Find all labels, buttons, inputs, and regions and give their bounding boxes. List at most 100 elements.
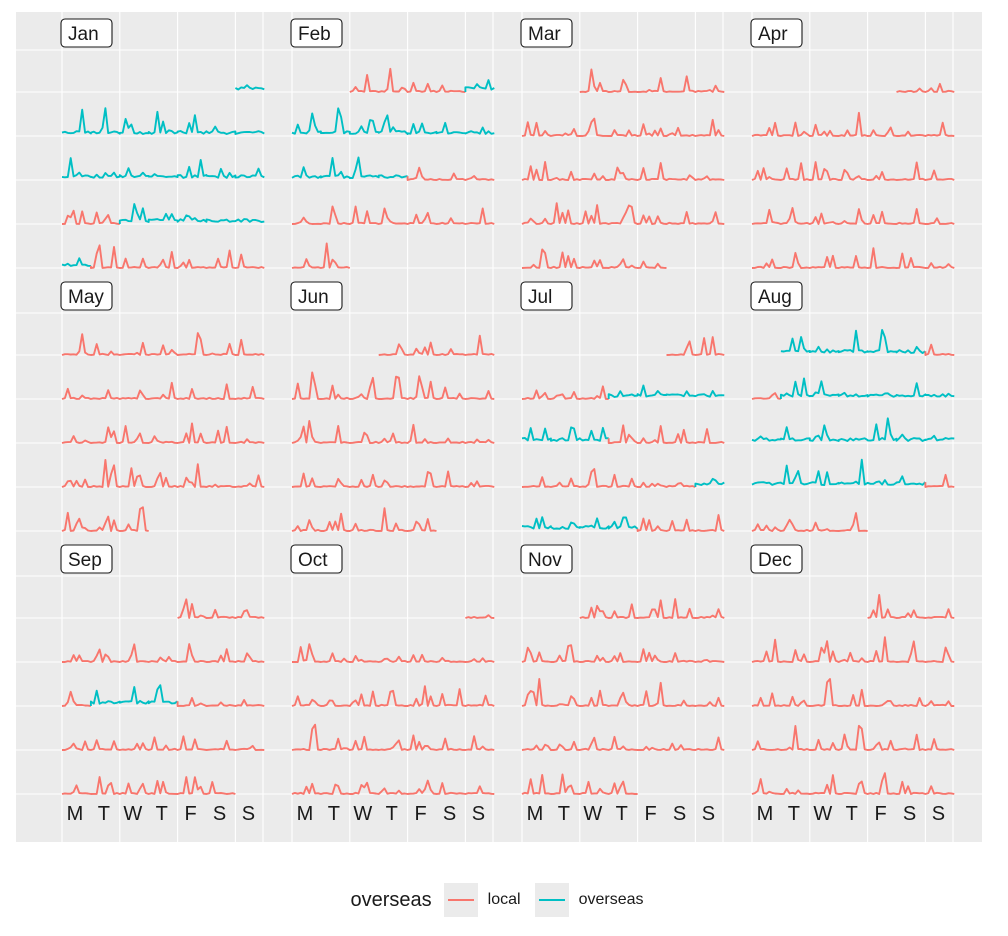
weekday-tick-label: W (813, 803, 832, 825)
legend-label-local: local (487, 891, 521, 908)
local-series-line (61, 209, 120, 225)
weekday-tick-label: T (788, 803, 800, 825)
month-panel-dec: Dec (750, 544, 955, 795)
local-series-line (751, 678, 955, 707)
month-label-may: May (60, 281, 113, 311)
month-label-text: Apr (758, 24, 788, 45)
month-label-feb: Feb (290, 18, 343, 48)
local-series-line (291, 685, 495, 707)
overseas-series-line (61, 107, 265, 135)
overseas-series-line (234, 84, 265, 91)
month-label-text: May (68, 287, 104, 308)
local-series-line (521, 117, 725, 137)
local-series-line (89, 244, 265, 269)
overseas-series-line (61, 157, 265, 179)
local-series-line (751, 247, 955, 269)
local-series-line (751, 207, 955, 225)
overseas-series-line (607, 384, 725, 399)
month-panel-jun: Jun (290, 281, 495, 532)
local-series-line (924, 473, 955, 488)
weekday-tick-label: S (443, 803, 456, 825)
local-series-line (291, 420, 495, 444)
weekday-tick-label: S (242, 803, 255, 825)
legend-item-local: local (443, 883, 521, 917)
overseas-series-line (521, 426, 609, 442)
weekday-tick-label: M (297, 803, 314, 825)
month-label-sep: Sep (60, 544, 113, 574)
local-series-line (177, 598, 265, 619)
local-series-line (751, 636, 955, 663)
month-panel-apr: Apr (750, 18, 955, 269)
local-series-line (521, 202, 725, 225)
month-label-apr: Apr (750, 18, 803, 48)
overseas-series-line (751, 458, 927, 486)
local-series-line (61, 381, 265, 400)
overseas-series-line (118, 203, 265, 224)
local-series-line (61, 776, 236, 795)
local-series-line (751, 392, 782, 400)
month-label-jun: Jun (290, 281, 343, 311)
local-series-line (521, 644, 725, 663)
overseas-series-line (291, 107, 495, 135)
overseas-series-line (780, 328, 926, 354)
local-series-line (579, 68, 725, 93)
weekday-tick-label: T (98, 803, 110, 825)
weekday-tick-label: F (644, 803, 656, 825)
local-series-line (61, 422, 265, 444)
local-series-line (291, 779, 495, 795)
month-label-jan: Jan (60, 18, 113, 48)
month-label-text: Dec (758, 550, 792, 571)
local-series-line (521, 678, 725, 707)
local-series-line (61, 458, 265, 488)
local-series-line (666, 336, 725, 356)
local-series-line (291, 723, 495, 751)
local-series-line (607, 424, 725, 444)
weekday-tick-label: W (583, 803, 602, 825)
weekday-tick-label: W (123, 803, 142, 825)
weekday-tick-label: F (184, 803, 196, 825)
month-panel-jul: Jul (520, 281, 725, 532)
local-series-line (62, 643, 265, 663)
weekday-tick-label: M (527, 803, 544, 825)
weekday-tick-label: M (67, 803, 84, 825)
overseas-series-line (751, 417, 955, 442)
month-label-dec: Dec (750, 544, 803, 574)
weekday-tick-label: T (558, 803, 570, 825)
legend-item-overseas: overseas (534, 883, 643, 917)
month-panel-mar: Mar (520, 18, 725, 269)
local-series-line (636, 514, 725, 532)
overseas-series-line (464, 79, 495, 92)
weekday-tick-label: S (903, 803, 916, 825)
local-series-line (378, 334, 495, 356)
local-series-line (751, 111, 955, 137)
month-label-text: Jan (68, 24, 99, 45)
weekday-tick-label: T (616, 803, 628, 825)
month-label-mar: Mar (520, 18, 573, 48)
month-label-text: Oct (298, 550, 328, 571)
month-panel-feb: Feb (290, 18, 495, 269)
month-label-jul: Jul (520, 281, 573, 311)
local-series-line (924, 343, 955, 356)
local-series-line (521, 385, 609, 400)
month-panel-jan: Jan (60, 18, 265, 269)
weekday-tick-label: S (673, 803, 686, 825)
legend: overseas local overseas (0, 880, 1008, 920)
month-label-text: Sep (68, 550, 102, 571)
weekday-tick-label: S (213, 803, 226, 825)
month-label-oct: Oct (290, 544, 343, 574)
local-series-line (521, 735, 725, 751)
month-panel-aug: Aug (750, 281, 955, 532)
local-series-line (521, 468, 696, 488)
overseas-series-line (521, 516, 639, 530)
local-series-line (61, 690, 92, 707)
local-series-line (751, 772, 955, 795)
month-label-text: Jun (298, 287, 329, 308)
weekday-tick-label: T (846, 803, 858, 825)
local-series-line (896, 82, 955, 93)
weekday-tick-label: T (156, 803, 168, 825)
overseas-series-line (291, 156, 408, 179)
month-panel-sep: Sep (60, 544, 265, 795)
local-series-line (291, 205, 495, 225)
weekday-tick-label: F (414, 803, 426, 825)
local-series-line (291, 242, 351, 269)
